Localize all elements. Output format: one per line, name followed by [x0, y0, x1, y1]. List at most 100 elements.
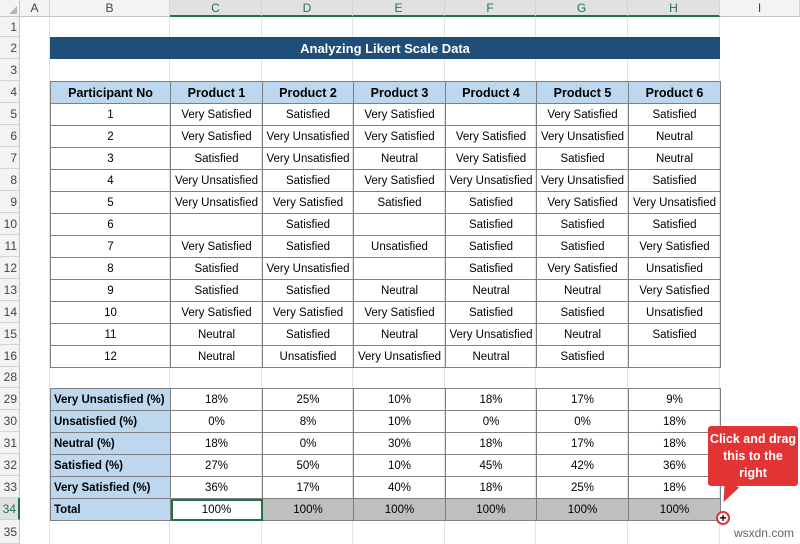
response-cell[interactable]: Satisfied	[628, 323, 721, 346]
response-cell[interactable]: Very Unsatisfied	[536, 125, 629, 148]
response-cell[interactable]: Neutral	[536, 323, 629, 346]
response-cell[interactable]: Unsatisfied	[262, 345, 354, 368]
percentage-cell[interactable]: 100%	[262, 498, 354, 521]
row-header-2[interactable]: 2	[0, 37, 20, 59]
percentage-cell[interactable]: 42%	[536, 454, 629, 477]
header-cell[interactable]: Product 5	[536, 81, 629, 104]
percentage-cell[interactable]: 18%	[628, 432, 721, 455]
response-cell[interactable]: Satisfied	[262, 235, 354, 258]
response-cell[interactable]: Satisfied	[536, 345, 629, 368]
percentage-cell[interactable]: 18%	[445, 432, 537, 455]
percentage-cell[interactable]: 40%	[353, 476, 446, 499]
response-cell[interactable]: Very Unsatisfied	[536, 169, 629, 192]
response-cell[interactable]: Very Satisfied	[353, 103, 446, 126]
response-cell[interactable]: Very Satisfied	[628, 235, 721, 258]
response-cell[interactable]: Very Satisfied	[262, 301, 354, 324]
response-cell[interactable]: Very Unsatisfied	[170, 191, 263, 214]
response-cell[interactable]: Very Satisfied	[353, 125, 446, 148]
percentage-cell[interactable]: 18%	[628, 410, 721, 433]
response-cell[interactable]: Very Unsatisfied	[262, 257, 354, 280]
participant-cell[interactable]: 3	[50, 147, 171, 170]
response-cell[interactable]: Very Satisfied	[536, 191, 629, 214]
category-label[interactable]: Very Satisfied (%)	[50, 476, 171, 499]
response-cell[interactable]: Satisfied	[262, 279, 354, 302]
response-cell[interactable]: Satisfied	[445, 257, 537, 280]
response-cell[interactable]: Very Unsatisfied	[170, 169, 263, 192]
row-header-35[interactable]: 35	[0, 520, 20, 544]
percentage-cell[interactable]: 27%	[170, 454, 263, 477]
row-header-1[interactable]: 1	[0, 17, 20, 37]
row-header-14[interactable]: 14	[0, 301, 20, 323]
percentage-cell[interactable]: 0%	[445, 410, 537, 433]
percentage-cell[interactable]: 18%	[445, 388, 537, 411]
category-label[interactable]: Unsatisfied (%)	[50, 410, 171, 433]
column-header-d[interactable]: D	[262, 0, 353, 17]
response-cell[interactable]: Satisfied	[445, 191, 537, 214]
response-cell[interactable]: Very Satisfied	[170, 125, 263, 148]
percentage-cell[interactable]: 8%	[262, 410, 354, 433]
response-cell[interactable]: Very Satisfied	[262, 191, 354, 214]
row-header-30[interactable]: 30	[0, 410, 20, 432]
category-label[interactable]: Total	[50, 498, 171, 521]
percentage-cell[interactable]: 36%	[170, 476, 263, 499]
response-cell[interactable]: Very Satisfied	[445, 147, 537, 170]
column-header-h[interactable]: H	[628, 0, 720, 17]
row-header-13[interactable]: 13	[0, 279, 20, 301]
response-cell[interactable]: Very Satisfied	[170, 103, 263, 126]
percentage-cell[interactable]: 10%	[353, 454, 446, 477]
participant-cell[interactable]: 5	[50, 191, 171, 214]
percentage-cell[interactable]: 100%	[353, 498, 446, 521]
percentage-cell[interactable]: 10%	[353, 410, 446, 433]
percentage-cell[interactable]: 0%	[170, 410, 263, 433]
response-cell[interactable]: Neutral	[628, 125, 721, 148]
response-cell[interactable]: Neutral	[353, 279, 446, 302]
row-header-10[interactable]: 10	[0, 213, 20, 235]
response-cell[interactable]: Neutral	[353, 147, 446, 170]
percentage-cell[interactable]: 17%	[536, 432, 629, 455]
response-cell[interactable]: Very Satisfied	[353, 169, 446, 192]
response-cell[interactable]: Satisfied	[262, 323, 354, 346]
row-header-28[interactable]: 28	[0, 367, 20, 388]
response-cell[interactable]: Satisfied	[536, 213, 629, 236]
category-label[interactable]: Satisfied (%)	[50, 454, 171, 477]
participant-cell[interactable]: 7	[50, 235, 171, 258]
participant-cell[interactable]: 2	[50, 125, 171, 148]
row-header-7[interactable]: 7	[0, 147, 20, 169]
column-header-g[interactable]: G	[536, 0, 628, 17]
response-cell[interactable]: Satisfied	[628, 213, 721, 236]
percentage-cell[interactable]: 45%	[445, 454, 537, 477]
response-cell[interactable]: Very Satisfied	[353, 301, 446, 324]
response-cell[interactable]: Satisfied	[353, 191, 446, 214]
row-header-34[interactable]: 34	[0, 498, 20, 520]
percentage-cell[interactable]: 25%	[262, 388, 354, 411]
response-cell[interactable]: Unsatisfied	[628, 257, 721, 280]
row-header-6[interactable]: 6	[0, 125, 20, 147]
participant-cell[interactable]: 10	[50, 301, 171, 324]
response-cell[interactable]: Neutral	[628, 147, 721, 170]
row-header-29[interactable]: 29	[0, 388, 20, 410]
row-header-15[interactable]: 15	[0, 323, 20, 345]
response-cell[interactable]: Very Unsatisfied	[628, 191, 721, 214]
response-cell[interactable]: Satisfied	[628, 169, 721, 192]
response-cell[interactable]: Neutral	[170, 345, 263, 368]
response-cell[interactable]: Unsatisfied	[628, 301, 721, 324]
percentage-cell[interactable]: 100%	[170, 498, 263, 521]
response-cell[interactable]: Satisfied	[262, 169, 354, 192]
select-all-corner[interactable]	[0, 0, 20, 17]
response-cell[interactable]: Very Satisfied	[170, 301, 263, 324]
column-header-f[interactable]: F	[445, 0, 536, 17]
response-cell[interactable]: Very Unsatisfied	[445, 323, 537, 346]
column-header-e[interactable]: E	[353, 0, 445, 17]
row-header-31[interactable]: 31	[0, 432, 20, 454]
percentage-cell[interactable]: 0%	[262, 432, 354, 455]
response-cell[interactable]	[445, 103, 537, 126]
category-label[interactable]: Neutral (%)	[50, 432, 171, 455]
percentage-cell[interactable]: 100%	[536, 498, 629, 521]
percentage-cell[interactable]: 18%	[170, 388, 263, 411]
response-cell[interactable]: Satisfied	[170, 279, 263, 302]
participant-cell[interactable]: 9	[50, 279, 171, 302]
percentage-cell[interactable]: 18%	[170, 432, 263, 455]
response-cell[interactable]: Unsatisfied	[353, 235, 446, 258]
column-header-i[interactable]: I	[720, 0, 800, 17]
row-header-33[interactable]: 33	[0, 476, 20, 498]
